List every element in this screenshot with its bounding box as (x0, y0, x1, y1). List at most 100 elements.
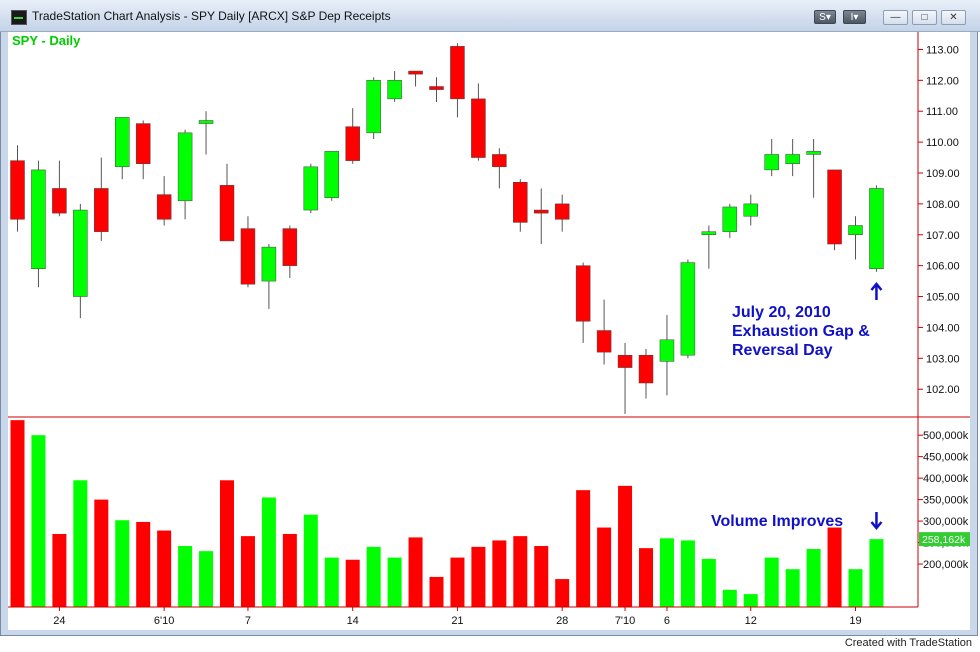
candle-up (764, 154, 779, 171)
candle-down (10, 160, 25, 220)
volume-bar-down (220, 480, 234, 607)
tradestation-app-icon (11, 10, 27, 25)
candle-down (219, 185, 235, 242)
down-arrow-icon (870, 512, 883, 530)
price-pane: 102.00 103.00 104.00 105.00 106.00 107.00 108.… (10, 33, 960, 414)
date-tick-label: 19 (849, 615, 861, 627)
volume-tick-label: 500,000k (923, 430, 969, 442)
minimize-button[interactable]: — (883, 10, 908, 25)
date-tick-label: 7'10 (615, 615, 635, 627)
volume-tick-label: 400,000k (923, 473, 969, 485)
chart-svg: 102.00 103.00 104.00 105.00 106.00 107.00 108.… (8, 32, 970, 627)
candle-up (366, 80, 381, 134)
volume-bar-up (387, 557, 402, 607)
candle-down (450, 46, 465, 100)
volume-bar-up (701, 558, 716, 607)
volume-bar-down (240, 536, 255, 607)
candle-up (869, 188, 884, 269)
volume-bar-down (827, 527, 842, 607)
candle-up (659, 339, 675, 362)
maximize-button[interactable]: □ (912, 10, 937, 25)
last-volume-marker (919, 532, 970, 547)
title-bar[interactable]: TradeStation Chart Analysis - SPY Daily … (0, 0, 980, 32)
volume-bar-down (618, 485, 633, 607)
price-tick-label: 110.00 (926, 137, 959, 149)
candle-up (198, 120, 214, 124)
reversal-annotation-line: Reversal Day (732, 342, 833, 359)
candle-up (177, 132, 193, 202)
reversal-annotation-line: July 20, 2010 (732, 304, 831, 321)
reversal-annotation-line: Exhaustion Gap & (732, 323, 870, 340)
volume-bar-down (513, 536, 528, 607)
volume-bar-down (282, 533, 297, 607)
volume-bar-up (324, 557, 339, 607)
candle-up (722, 206, 738, 232)
candle-down (240, 228, 256, 285)
candle-up (806, 151, 821, 155)
date-tick-label: 6'10 (154, 615, 174, 627)
volume-bar-down (555, 579, 570, 607)
symbol-link-button[interactable]: S▾ (814, 10, 836, 24)
volume-bar-down (10, 420, 25, 607)
candle-down (345, 126, 360, 161)
volume-bar-up (680, 540, 695, 607)
candle-down (638, 354, 654, 384)
last-volume-label: 258,162k (922, 534, 966, 546)
candle-up (73, 209, 88, 297)
volume-tick-label: 350,000k (923, 495, 969, 507)
volume-bar-up (366, 546, 381, 607)
candle-down (534, 209, 549, 214)
volume-bar-up (806, 549, 821, 607)
volume-bar-up (743, 594, 758, 607)
date-tick-label: 14 (347, 615, 359, 627)
date-tick-label: 21 (451, 615, 463, 627)
candle-up (785, 154, 800, 164)
maximize-icon: □ (921, 12, 928, 23)
volume-annotation: Volume Improves (711, 513, 843, 530)
date-tick-label: 12 (745, 615, 757, 627)
minimize-icon: — (890, 12, 901, 23)
volume-bar-down (492, 540, 507, 607)
candle-down (135, 123, 151, 164)
candle-up (848, 225, 863, 236)
up-arrow-head (870, 282, 883, 291)
volume-bar-up (178, 546, 193, 607)
price-tick-label: 111.00 (926, 106, 958, 118)
volume-bar-down (429, 576, 444, 607)
volume-bar-down (450, 557, 465, 607)
indicator-link-button[interactable]: I▾ (843, 10, 866, 24)
volume-bar-up (659, 538, 674, 607)
symbol-label: SPY - Daily (12, 33, 81, 48)
candle-up (680, 262, 696, 356)
volume-bar-down (639, 548, 653, 607)
volume-bar-up (848, 569, 863, 607)
price-tick-label: 113.00 (926, 44, 959, 56)
volume-bar-up (764, 557, 779, 607)
price-tick-label: 103.00 (926, 353, 960, 365)
price-tick-label: 102.00 (926, 384, 960, 396)
candle-up (387, 80, 402, 100)
volume-bar-down (576, 490, 591, 607)
volume-bar-up (869, 539, 884, 607)
volume-bar-down (345, 559, 360, 607)
close-button[interactable]: ✕ (941, 10, 966, 25)
date-tick-label: 7 (245, 615, 251, 627)
volume-tick-label: 200,000k (923, 559, 969, 571)
indicator-link-label: I (850, 12, 854, 23)
down-arrow-head (870, 521, 883, 530)
chart-area[interactable]: 102.00 103.00 104.00 105.00 106.00 107.00 108.… (8, 32, 970, 630)
date-tick-label: 28 (556, 615, 568, 627)
candle-down (513, 182, 528, 223)
volume-pane: 200,000k250,000k300,000k350,000k400,000k… (10, 420, 970, 607)
volume-bar-down (136, 521, 151, 607)
candle-down (492, 154, 507, 168)
volume-bar-up (722, 589, 737, 607)
candle-up (324, 151, 339, 198)
price-tick-label: 105.00 (926, 292, 960, 304)
candle-up (31, 169, 46, 269)
candle-down (52, 188, 67, 214)
volume-bar-down (597, 527, 612, 607)
price-tick-label: 104.00 (926, 322, 960, 334)
price-tick-label: 109.00 (926, 168, 960, 180)
volume-bar-up (303, 514, 318, 607)
